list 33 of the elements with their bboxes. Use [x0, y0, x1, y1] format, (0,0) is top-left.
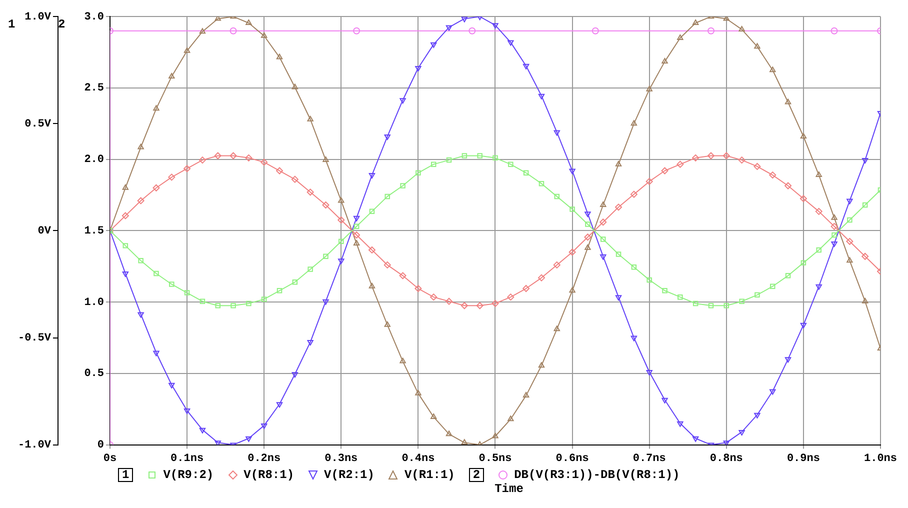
x-tick-label: 0.2ns — [248, 453, 281, 466]
x-tick-label: 0.7ns — [632, 453, 666, 466]
x-axis-title: Time — [494, 482, 524, 496]
x-tick-label: 0s — [103, 453, 117, 466]
legend-label: V(R9:2) — [163, 468, 214, 482]
y-tick-label: 0.5V — [24, 118, 52, 130]
y2-tick-label: 0.5 — [84, 368, 104, 380]
x-tick-label: 0.8ns — [710, 453, 743, 466]
x-tick-label: 0.3ns — [324, 453, 358, 466]
y2-tick-label: 3.0 — [84, 11, 104, 24]
text: 1 — [118, 468, 134, 482]
y-tick-label: -1.0V — [18, 440, 52, 452]
x-tick-label: 0.6ns — [556, 453, 589, 466]
text: 1 — [8, 18, 16, 32]
y2-tick-label: 2.5 — [84, 82, 104, 95]
legend-label: V(R1:1) — [404, 468, 455, 482]
y-tick-label: -0.5V — [18, 332, 52, 345]
legend-label: V(R2:1) — [324, 468, 374, 482]
text: 2 — [468, 468, 484, 482]
x-tick-label: 0.5ns — [478, 453, 512, 466]
y2-tick-label: 1.5 — [84, 225, 104, 238]
legend-label: V(R8:1) — [244, 468, 294, 482]
x-tick-label: 0.4ns — [402, 453, 435, 466]
legend-label: DB(V(R3:1))-DB(V(R8:1)) — [514, 468, 680, 482]
x-tick-label: 0.1ns — [170, 453, 204, 466]
y-tick-label: 0V — [38, 225, 52, 238]
y2-tick-label: 1.0 — [84, 296, 104, 309]
x-tick-label: 0.9ns — [786, 453, 820, 466]
x-tick-label: 1.0ns — [864, 453, 898, 466]
y-tick-label: 1.0V — [24, 11, 52, 24]
y2-tick-label: 2.0 — [84, 154, 104, 166]
y2-tick-label: 0 — [97, 440, 104, 452]
text: 2 — [58, 18, 66, 32]
